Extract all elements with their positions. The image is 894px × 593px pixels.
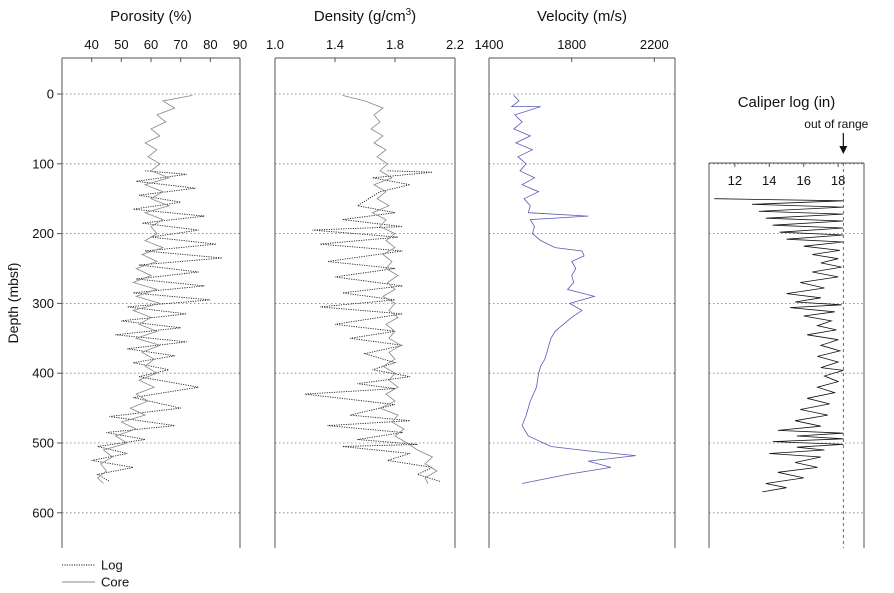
panel-title: Caliper log (in) [738, 94, 836, 111]
y-axis-label: Depth (mbsf) [5, 263, 21, 344]
y-tick-label: 500 [32, 436, 54, 451]
x-tick-label: 18 [831, 173, 845, 188]
x-tick-label: 40 [84, 37, 98, 52]
x-tick-label: 12 [728, 173, 742, 188]
y-tick-label: 400 [32, 366, 54, 381]
panel-title: Velocity (m/s) [537, 8, 627, 25]
legend-label-core: Core [101, 575, 129, 590]
y-tick-label: 100 [32, 156, 54, 171]
series-line-trace [714, 198, 844, 493]
x-tick-label: 16 [796, 173, 810, 188]
series-line-core [96, 95, 193, 484]
x-tick-label: 90 [233, 37, 247, 52]
panel-3: 1400 1800 2200 Velocity (m/s) [475, 8, 676, 548]
x-tick-label: 80 [203, 37, 217, 52]
out-of-range-label: out of range [804, 117, 868, 131]
x-tick-label: 1800 [557, 37, 586, 52]
x-tick-label: 70 [173, 37, 187, 52]
x-tick-label: 1400 [475, 37, 504, 52]
series-line-log [304, 170, 441, 482]
panel-4: 12 14 16 18 Caliper log (in) out of range [708, 94, 869, 548]
series-line-trace [510, 95, 636, 484]
x-tick-label: 1.0 [266, 37, 284, 52]
series-line-core [342, 95, 438, 484]
x-tick-label: 14 [762, 173, 776, 188]
x-tick-label: 1.4 [326, 37, 344, 52]
panel-title: Density (g/cm3) [314, 7, 416, 25]
panel-title: Porosity (%) [110, 8, 192, 25]
panel-2: 1.0 1.4 1.8 2.2 Density (g/cm3) [266, 7, 464, 548]
x-tick-label: 2200 [640, 37, 669, 52]
x-tick-label: 2.2 [446, 37, 464, 52]
panel-1: 40 50 60 70 80 90 Porosity (%) [61, 8, 247, 548]
x-tick-label: 60 [144, 37, 158, 52]
out-of-range-arrow-head [839, 146, 848, 154]
y-tick-label: 600 [32, 505, 54, 520]
legend-label-log: Log [101, 558, 123, 573]
x-tick-label: 1.8 [386, 37, 404, 52]
series-line-log [91, 170, 223, 482]
x-tick-label: 50 [114, 37, 128, 52]
y-tick-label: 300 [32, 296, 54, 311]
y-tick-label: 0 [47, 87, 54, 102]
y-tick-label: 200 [32, 226, 54, 241]
